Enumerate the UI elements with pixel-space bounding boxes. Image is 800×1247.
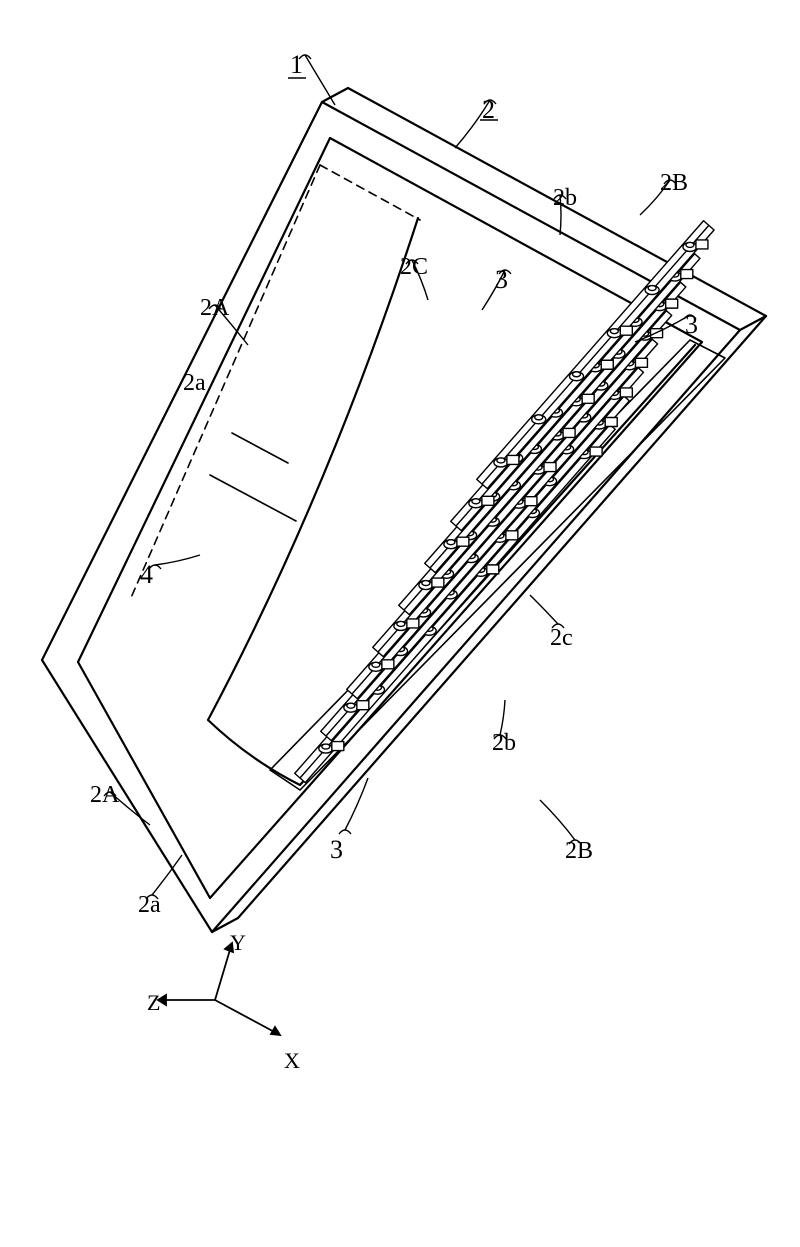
glare-1: [232, 433, 288, 463]
led-connector: [601, 360, 613, 369]
led-connector: [620, 388, 632, 397]
led-connector: [507, 455, 519, 464]
led-dome-inner: [422, 581, 430, 586]
ref-label-X: X: [284, 1048, 300, 1074]
led-connector: [432, 578, 444, 587]
leader-hook: [339, 830, 351, 834]
ref-label-2c: 2c: [550, 625, 573, 652]
led-connector: [482, 496, 494, 505]
diffuser-sheet: [130, 165, 320, 600]
ref-label-Y: Y: [230, 930, 246, 956]
led-dome-inner: [648, 286, 656, 291]
led-dome-inner: [372, 662, 380, 667]
strip-rail: [326, 396, 624, 736]
led-connector: [605, 418, 617, 427]
ref-label-3: 3: [495, 265, 508, 295]
led-connector: [590, 447, 602, 456]
ref-label-2A: 2A: [90, 782, 119, 809]
frame-depth-right: [212, 316, 766, 932]
leader-line: [305, 55, 335, 105]
ref-label-3: 3: [685, 310, 698, 340]
led-dome-inner: [397, 621, 405, 626]
led-connector: [506, 531, 518, 540]
leader-line: [540, 800, 575, 840]
led-dome-inner: [573, 372, 581, 377]
leader-line: [155, 555, 200, 565]
peel-curve: [208, 218, 695, 785]
led-dome-inner: [610, 329, 618, 334]
led-connector: [357, 701, 369, 710]
ref-label-2a: 2a: [183, 370, 206, 397]
led-dome-inner: [347, 703, 355, 708]
led-connector: [635, 358, 647, 367]
ref-label-3: 3: [330, 835, 343, 865]
ref-label-2B: 2B: [660, 170, 688, 197]
led-connector: [563, 428, 575, 437]
strip-rail: [300, 425, 610, 778]
ref-label-1: 1: [290, 50, 303, 80]
strip-rail: [352, 368, 638, 694]
led-connector: [544, 463, 556, 472]
ref-label-2b: 2b: [553, 185, 577, 212]
led-connector: [620, 326, 632, 335]
led-dome-inner: [447, 540, 455, 545]
led-dome-inner: [472, 499, 480, 504]
strip-rail: [378, 339, 652, 652]
glare-2: [210, 475, 296, 521]
led-connector: [681, 270, 693, 279]
front-frame-inner: [78, 138, 702, 898]
ref-label-2A: 2A: [200, 295, 229, 322]
led-dome-inner: [535, 415, 543, 420]
led-connector: [407, 619, 419, 628]
ref-label-4: 4: [140, 560, 153, 590]
led-connector: [582, 394, 594, 403]
ref-label-2a: 2a: [138, 892, 161, 919]
led-connector: [525, 497, 537, 506]
patent-figure: (function(){ var ns="http://www.w3.org/2…: [0, 0, 800, 1247]
led-connector: [332, 742, 344, 751]
led-dome-inner: [322, 744, 330, 749]
ref-label-2B: 2B: [565, 838, 593, 865]
ref-label-2: 2: [482, 95, 495, 125]
led-connector: [666, 299, 678, 308]
led-connector: [382, 660, 394, 669]
axes: [158, 943, 280, 1035]
leader-line: [345, 778, 368, 830]
led-dome-inner: [497, 458, 505, 463]
strip-rail: [430, 282, 681, 568]
led-dome-inner: [686, 242, 694, 247]
diffuser-sheet-edge: [320, 165, 420, 220]
frame-depth-top: [322, 88, 766, 330]
led-connector: [696, 240, 708, 249]
ref-label-Z: Z: [147, 990, 160, 1016]
led-connector: [457, 537, 469, 546]
ref-label-2b: 2b: [492, 730, 516, 757]
led-connector: [487, 565, 499, 574]
ref-label-2C: 2C: [400, 254, 428, 281]
leader-line: [530, 595, 558, 624]
